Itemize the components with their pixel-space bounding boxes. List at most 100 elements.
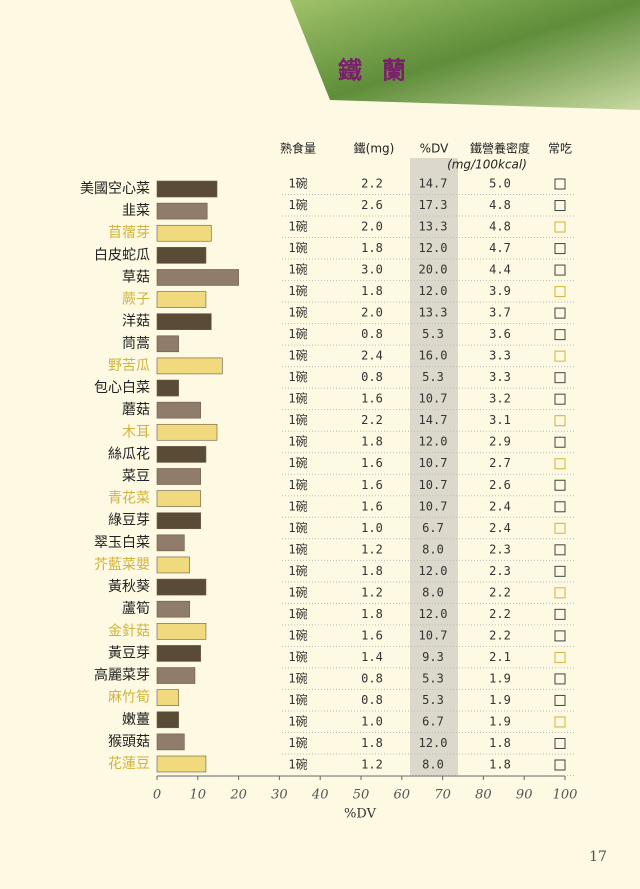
table-cell: 1.6 (361, 392, 383, 406)
table-cell: 5.3 (422, 370, 444, 384)
table-cell: 1碗 (288, 670, 307, 685)
bar (156, 180, 218, 198)
table-cell: 2.7 (489, 456, 511, 470)
category-label: 麻竹筍 (108, 689, 150, 706)
table-cell: 2.2 (489, 628, 511, 642)
category-label: 嫩薑 (122, 712, 150, 728)
table-cell: 1.2 (361, 758, 383, 772)
category-label: 茼蒿 (122, 336, 150, 352)
table-cell: 14.7 (419, 177, 448, 191)
checkbox (554, 307, 566, 319)
table-cell: 3.3 (489, 370, 511, 384)
table-cell: 3.3 (489, 349, 511, 363)
bar (156, 689, 179, 706)
table-cell: 1碗 (288, 541, 307, 556)
header-char: 鐵 (338, 56, 362, 85)
table-cell: 1碗 (288, 348, 307, 363)
checkbox (554, 479, 566, 491)
bar (156, 578, 207, 596)
table-cell: 2.2 (489, 607, 511, 621)
category-label: 蕨子 (122, 292, 150, 308)
table-cell: 10.7 (419, 456, 448, 470)
table-cell: 12.0 (419, 607, 448, 621)
bar (156, 645, 201, 662)
x-tick-label: 80 (475, 788, 492, 803)
table-cell: 12.0 (419, 284, 448, 298)
table-cell: 1碗 (288, 455, 307, 470)
bar (156, 335, 179, 353)
category-label: 包心白菜 (94, 380, 150, 396)
table-cell: 1碗 (288, 305, 307, 320)
table-cell: 1.9 (489, 671, 511, 685)
table-cell: 3.6 (489, 327, 511, 341)
table-cell: 1碗 (288, 391, 307, 406)
bar (156, 468, 201, 485)
table-cell: 1碗 (288, 412, 307, 427)
checkbox (554, 458, 566, 470)
table-cell: 1碗 (288, 757, 307, 772)
category-label: 菜豆 (122, 469, 150, 485)
checkbox (554, 565, 566, 577)
table-cell: 1碗 (288, 735, 307, 750)
table-cell: 1碗 (288, 434, 307, 449)
category-label: 韭菜 (122, 203, 150, 219)
checkbox (554, 737, 566, 749)
table-cell: 1.2 (361, 542, 383, 556)
table-header: 鐵(mg) (354, 141, 395, 156)
table-cell: 2.6 (361, 198, 383, 212)
page-number: 17 (589, 849, 607, 865)
checkbox (554, 501, 566, 513)
table-cell: 10.7 (419, 628, 448, 642)
bar (156, 224, 212, 242)
checkbox (554, 372, 566, 384)
table-cell: 2.2 (361, 177, 383, 191)
x-tick-label: 90 (516, 788, 533, 803)
table-cell: 12.0 (419, 241, 448, 255)
table-cell: 1碗 (288, 498, 307, 513)
checkbox (554, 694, 566, 706)
table-cell: 10.7 (419, 392, 448, 406)
checkbox (554, 350, 566, 362)
table-cell: 13.3 (419, 306, 448, 320)
bar (156, 667, 196, 684)
table-cell: 1碗 (288, 477, 307, 492)
checkbox (554, 329, 566, 341)
bar (156, 623, 207, 640)
table-cell: 1碗 (288, 326, 307, 341)
table-cell: 4.8 (489, 198, 511, 212)
x-tick-label: 30 (271, 788, 288, 803)
category-label: 青花菜 (108, 491, 150, 507)
table-cell: 1碗 (288, 692, 307, 707)
table-cell: 6.7 (422, 714, 444, 728)
table-cell: 12.0 (419, 736, 448, 750)
table-cell: 1.0 (361, 521, 383, 535)
category-label: 苜蓿芽 (108, 224, 150, 241)
table-cell: 1碗 (288, 219, 307, 234)
x-tick-label: 100 (553, 788, 578, 803)
table-cell: 1碗 (288, 197, 307, 212)
table-cell: 2.0 (361, 220, 383, 234)
table-cell: 8.0 (422, 585, 444, 599)
table-cell: 4.7 (489, 241, 511, 255)
table-cell: 1.9 (489, 693, 511, 707)
bar (156, 313, 212, 330)
table-cell: 10.7 (419, 478, 448, 492)
checkbox (554, 544, 566, 556)
table-cell: 13.3 (419, 220, 448, 234)
checkbox (554, 630, 566, 642)
checkbox (554, 286, 566, 298)
x-tick-label: 40 (311, 788, 329, 803)
table-cell: 1碗 (288, 283, 307, 298)
category-label: 花蓮豆 (108, 756, 150, 772)
table-cell: 1.0 (361, 714, 383, 728)
table-cell: 2.3 (489, 564, 511, 578)
table-cell: 6.7 (422, 521, 444, 535)
category-label: 黃秋葵 (108, 579, 150, 595)
table-cell: 2.1 (489, 650, 511, 664)
checkbox (554, 264, 566, 276)
table-cell: 0.8 (361, 370, 383, 384)
x-tick-label: 60 (394, 788, 411, 803)
category-label: 高麗菜芽 (94, 667, 150, 684)
bar (156, 379, 179, 397)
checkbox (554, 651, 566, 663)
